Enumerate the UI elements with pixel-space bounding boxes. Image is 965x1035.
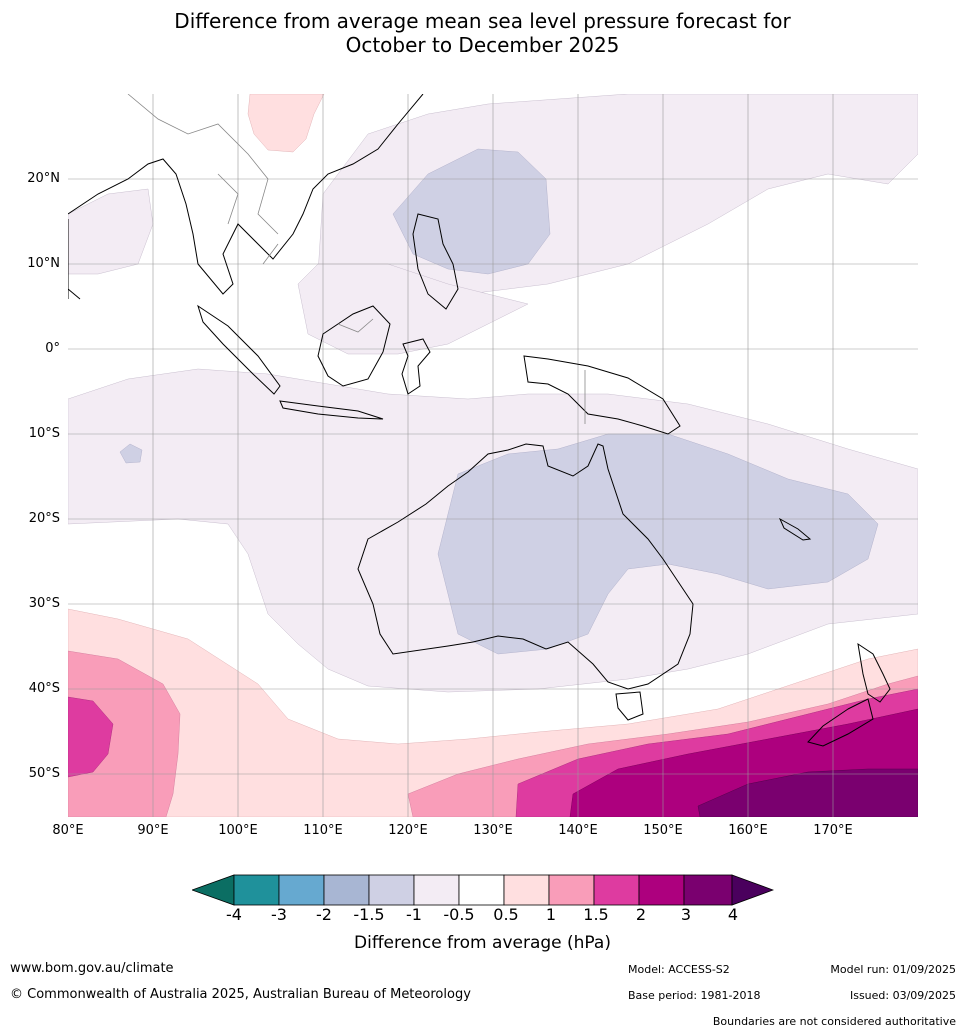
colorbar-segment-3-to-4 [683,874,733,906]
new-zealand-north-coast [857,642,891,703]
colorbar-segment-2-to-3 [638,874,685,906]
borneo-border [337,318,374,333]
india-coast [68,219,81,300]
lat-label-30s: 30°S [28,596,60,611]
colorbar-tick: -2 [316,905,332,924]
pressure-anomaly-map [68,94,918,817]
lon-label-160e: 160°E [728,823,768,838]
lon-label-130e: 130°E [473,823,513,838]
colorbar-segment-below-minus-4 [192,874,235,906]
colorbar-segment-minus-4-to-minus-3 [233,874,280,906]
colorbar-tick: -1.5 [353,905,385,924]
lon-label-150e: 150°E [643,823,683,838]
colorbar [192,874,774,906]
lon-label-80e: 80°E [52,823,84,838]
title-line-1: Difference from average mean sea level p… [174,9,791,33]
issued-date-text: Issued: 03/09/2025 [849,989,956,1002]
australia-coast [357,443,694,690]
mainland-asia-borders [127,94,279,265]
anomaly-region-minus-1-small-patch [119,443,143,464]
map-title: Difference from average mean sea level p… [0,9,965,57]
copyright-text: © Commonwealth of Australia 2025, Austra… [10,987,471,1002]
colorbar-segment-minus-1-to-minus-0.5 [413,874,460,906]
colorbar-tick: 3 [680,905,692,924]
lat-label-10n: 10°N [27,256,60,271]
colorbar-label: Difference from average (hPa) [354,933,611,953]
borneo-coast [317,305,391,387]
base-period-text: Base period: 1981-2018 [628,989,761,1002]
anomaly-region-plus-1-west [68,650,181,817]
lon-label-90e: 90°E [137,823,169,838]
colorbar-tick: -3 [271,905,287,924]
colorbar-segment-1-to-1.5 [548,874,595,906]
philippines-coast [412,213,459,310]
java-coast [279,400,384,420]
sumatra-coast [197,304,281,395]
coastlines [68,94,891,747]
new-guinea-coast [523,355,681,435]
colorbar-segment-0.5-to-1 [503,874,550,906]
colorbar-tick: 1 [545,905,557,924]
asia-mainland-coast [68,94,424,295]
colorbar-segment-minus-1.5-to-minus-1 [368,874,415,906]
lat-label-20n: 20°N [27,171,60,186]
colorbar-tick: 2 [635,905,647,924]
lon-label-140e: 140°E [558,823,598,838]
new-caledonia-coast [778,517,812,541]
boundaries-disclaimer: Boundaries are not considered authoritat… [712,1015,956,1028]
lon-label-110e: 110°E [303,823,343,838]
new-zealand-south-coast [807,698,874,747]
tasmania-coast [615,691,644,721]
model-text: Model: ACCESS-S2 [628,963,730,976]
colorbar-tick: 1.5 [583,905,609,924]
map-gridlines [68,94,918,817]
lat-label-0: 0° [45,341,60,356]
colorbar-segment-minus-3-to-minus-2 [278,874,325,906]
anomaly-region-plus-3 [697,768,918,817]
colorbar-tick: 0.5 [493,905,519,924]
colorbar-segment-above-4 [731,874,774,906]
map-area [68,94,918,817]
anomaly-region-minus-0.5-indian-ocean-north [68,188,154,275]
colorbar-tick: -0.5 [443,905,475,924]
lon-label-170e: 170°E [813,823,853,838]
lat-label-40s: 40°S [28,681,60,696]
colorbar-tick: -1 [406,905,422,924]
lat-label-10s: 10°S [28,426,60,441]
anomaly-region-plus-0.5-south-china [247,94,325,153]
colorbar-segment-neutral [458,874,505,906]
country-borders [127,94,586,424]
sulawesi-coast [401,338,431,395]
colorbar-segment-minus-2-to-minus-1.5 [323,874,370,906]
colorbar-segment-1.5-to-2 [593,874,640,906]
lat-label-50s: 50°S [28,766,60,781]
model-run-text: Model run: 01/09/2025 [830,963,956,976]
bom-url-link[interactable]: www.bom.gov.au/climate [10,961,174,976]
colorbar-tick: 4 [727,905,739,924]
colorbar-tick: -4 [226,905,242,924]
lon-label-100e: 100°E [218,823,258,838]
lon-label-120e: 120°E [388,823,428,838]
lat-label-20s: 20°S [28,511,60,526]
title-line-2: October to December 2025 [345,33,620,57]
anomaly-region-plus-1.5-west [68,696,114,778]
